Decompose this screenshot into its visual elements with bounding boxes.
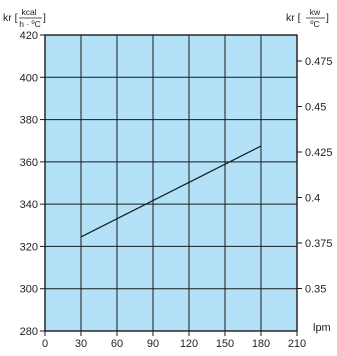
x-tick-label: 0 — [42, 338, 48, 350]
series — [80, 145, 262, 238]
y-right-tick-label: 0.375 — [305, 238, 333, 250]
y-left-unit-prefix: kr [ — [3, 12, 18, 24]
y-right-tick-label: 0.475 — [305, 56, 333, 68]
plot-frame — [44, 34, 298, 332]
x-tick-label: 150 — [216, 338, 234, 350]
y-right-axis-ticks: 0.35 0.375 0.4 0.425 0.45 0.475 — [297, 56, 333, 296]
y-left-tick-label: 380 — [20, 115, 38, 127]
y-right-unit-numerator: kw — [310, 7, 321, 17]
y-left-tick-label: 320 — [20, 241, 38, 253]
y-right-tick-label: 0.45 — [305, 102, 326, 114]
y-left-unit-denominator: h · ºC — [19, 19, 41, 29]
y-left-unit-label: kr [ kcal h · ºC ] — [3, 7, 46, 29]
y-left-tick-label: 300 — [20, 284, 38, 296]
y-left-unit-suffix: ] — [43, 12, 46, 24]
x-tick-label: 90 — [147, 338, 159, 350]
y-left-axis-ticks: 280 300 320 340 360 380 400 420 — [20, 30, 45, 338]
y-right-tick-label: 0.425 — [305, 147, 333, 159]
y-left-tick-label: 280 — [20, 326, 38, 338]
x-tick-label: 210 — [288, 338, 306, 350]
y-right-unit-denominator: ºC — [310, 19, 319, 29]
x-tick-label: 60 — [111, 338, 123, 350]
x-tick-label: 180 — [252, 338, 270, 350]
x-axis-label: lpm — [313, 322, 331, 334]
y-right-tick-label: 0.4 — [305, 193, 320, 205]
y-left-tick-label: 360 — [20, 157, 38, 169]
y-left-tick-label: 340 — [20, 199, 38, 211]
y-left-unit-numerator: kcal — [21, 7, 36, 17]
axes — [44, 34, 298, 332]
series-line — [80, 145, 262, 238]
y-right-unit-label: kr [ kw ºC ] — [286, 7, 329, 29]
x-tick-label: 120 — [180, 338, 198, 350]
y-right-tick-label: 0.35 — [305, 284, 326, 296]
plot-area — [45, 35, 297, 331]
y-left-tick-label: 420 — [20, 30, 38, 42]
y-right-unit-prefix: kr [ — [286, 12, 301, 24]
y-left-tick-label: 400 — [20, 72, 38, 84]
x-axis-ticks: 0 30 60 90 120 150 180 210 — [42, 331, 306, 350]
y-right-unit-suffix: ] — [326, 12, 329, 24]
x-tick-label: 30 — [75, 338, 87, 350]
